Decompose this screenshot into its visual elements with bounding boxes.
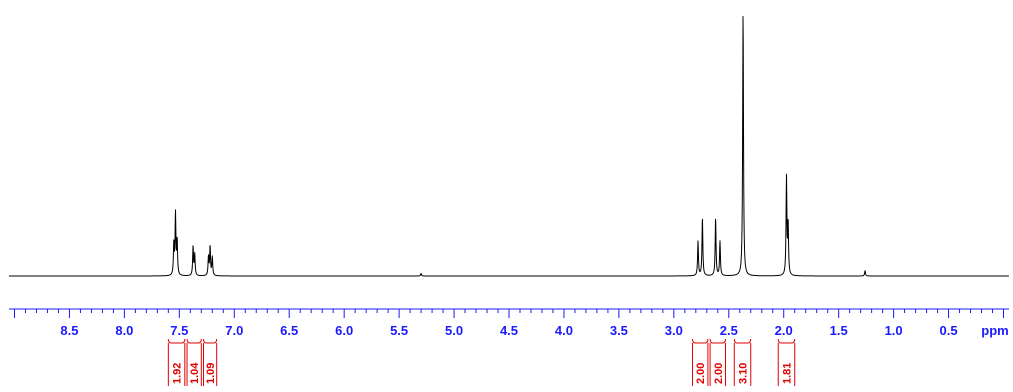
spectrum-trace (8, 16, 1010, 277)
tick-label: 6.5 (280, 323, 298, 338)
integral-bracket (692, 338, 709, 386)
tick-label: 0.5 (940, 323, 958, 338)
tick-label: 7.0 (225, 323, 243, 338)
integral-bracket (709, 338, 726, 386)
tick-label: 8.5 (60, 323, 78, 338)
integral-bracket (733, 338, 752, 386)
tick-label: 7.5 (170, 323, 188, 338)
tick-label: 3.5 (610, 323, 628, 338)
integral-value: 3.10 (738, 363, 750, 384)
integral-value: 2.00 (695, 363, 707, 384)
integral-region: 1.92 (167, 338, 186, 386)
integral-bracket (777, 338, 796, 386)
integral-region: 1.81 (777, 338, 796, 386)
tick-label: 6.0 (335, 323, 353, 338)
integral-region: 2.00 (692, 338, 709, 386)
tick-label: 5.0 (445, 323, 463, 338)
integral-value: 1.09 (205, 363, 217, 384)
integral-bracket (167, 338, 186, 386)
integral-region: 2.00 (709, 338, 726, 386)
integral-value: 1.81 (781, 363, 793, 384)
axis-unit-label: ppm (981, 323, 1008, 338)
tick-label: 5.5 (390, 323, 408, 338)
tick-label: 2.5 (720, 323, 738, 338)
integral-bracket (186, 338, 202, 386)
integral-value: 1.04 (189, 362, 201, 384)
integral-regions: 1.92 1.04 1.09 2.00 2.00 3.10 1.81 (167, 338, 796, 386)
tick-label: 1.0 (885, 323, 903, 338)
integral-region: 1.04 (186, 338, 202, 386)
tick-label: 4.5 (500, 323, 518, 338)
integral-value: 1.92 (172, 363, 184, 384)
integral-region: 1.09 (203, 338, 218, 386)
axis-ticks (13, 309, 1005, 318)
integral-region: 3.10 (733, 338, 752, 386)
integral-bracket (203, 338, 218, 386)
axis-tick-labels: 8.5 8.0 7.5 7.0 6.5 6.0 5.5 5.0 4.5 4.0 3.5 3.0 2.5 2… (60, 323, 957, 338)
tick-label: 4.0 (555, 323, 573, 338)
tick-label: 8.0 (115, 323, 133, 338)
tick-label: 2.0 (775, 323, 793, 338)
integral-value: 2.00 (713, 363, 725, 384)
tick-label: 1.5 (830, 323, 848, 338)
tick-label: 3.0 (665, 323, 683, 338)
